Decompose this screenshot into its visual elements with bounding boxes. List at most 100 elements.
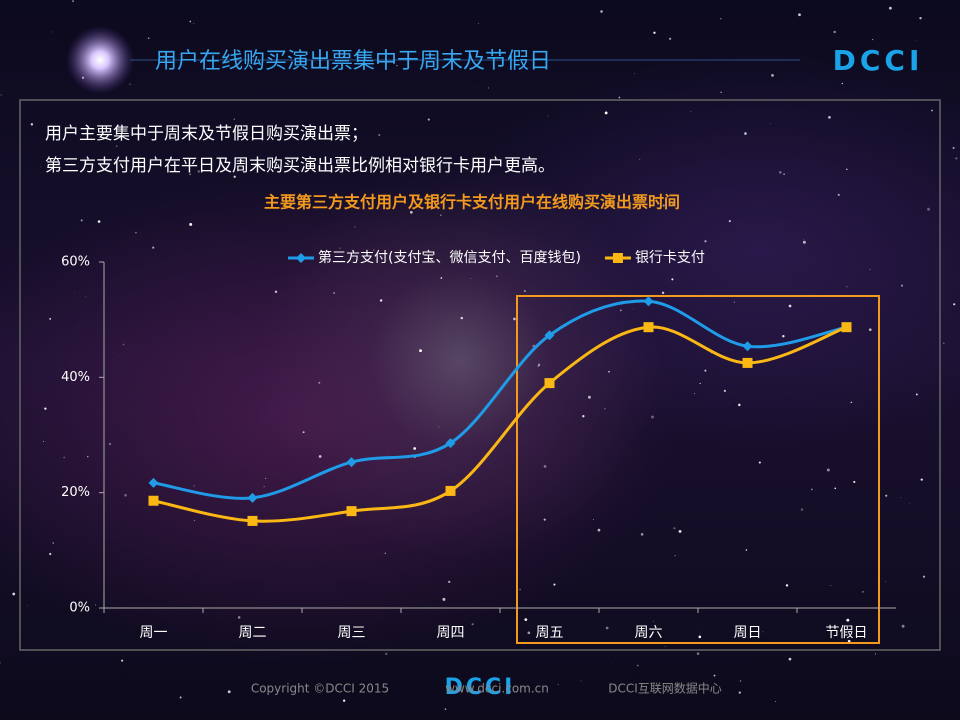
star xyxy=(190,21,192,23)
star xyxy=(798,13,801,16)
star xyxy=(49,553,51,555)
x-tick-label: 周四 xyxy=(437,625,465,641)
star xyxy=(639,159,640,160)
star xyxy=(513,318,516,321)
star xyxy=(679,530,682,533)
star xyxy=(720,92,721,93)
x-tick-label: 节假日 xyxy=(826,625,868,641)
star xyxy=(12,593,15,596)
star xyxy=(714,675,716,677)
star xyxy=(544,465,547,468)
star xyxy=(633,309,634,310)
star xyxy=(228,690,231,693)
star xyxy=(385,653,387,655)
star xyxy=(801,508,803,510)
star xyxy=(43,441,44,442)
star xyxy=(846,286,847,287)
star xyxy=(909,503,910,504)
star xyxy=(704,240,706,242)
star xyxy=(699,636,702,639)
star xyxy=(461,317,463,319)
star xyxy=(653,32,655,34)
star xyxy=(544,519,546,521)
star xyxy=(828,116,831,119)
star xyxy=(637,665,639,667)
star xyxy=(478,23,479,24)
point xyxy=(149,478,159,488)
legend-label: 第三方支付(支付宝、微信支付、百度钱包) xyxy=(318,249,581,266)
star xyxy=(700,632,701,633)
star xyxy=(691,111,692,112)
star xyxy=(193,23,194,24)
star xyxy=(729,220,731,222)
star xyxy=(44,407,46,409)
star xyxy=(72,0,74,2)
point xyxy=(248,516,258,526)
star xyxy=(619,97,621,99)
star xyxy=(734,302,735,303)
star xyxy=(853,481,855,483)
star xyxy=(779,171,782,174)
star xyxy=(811,488,813,490)
star xyxy=(116,145,118,147)
star xyxy=(763,631,764,632)
star xyxy=(869,269,870,270)
star xyxy=(194,485,195,486)
star xyxy=(838,194,840,196)
star xyxy=(921,478,923,480)
star xyxy=(931,110,933,112)
star xyxy=(869,328,872,331)
star xyxy=(651,416,654,419)
note: 第三方支付用户在平日及周末购买演出票比例相对银行卡用户更高。 xyxy=(45,156,555,176)
star xyxy=(738,404,740,406)
star xyxy=(580,680,581,681)
star xyxy=(265,478,266,479)
point xyxy=(743,358,753,368)
note: 用户主要集中于周末及节假日购买演出票； xyxy=(45,124,368,144)
star xyxy=(31,123,33,125)
star xyxy=(428,119,430,121)
slide-title: 用户在线购买演出票集中于周末及节假日 xyxy=(155,49,551,74)
star xyxy=(900,497,901,498)
star xyxy=(109,443,111,445)
star xyxy=(413,447,416,450)
star xyxy=(653,621,654,622)
star xyxy=(943,343,944,344)
star xyxy=(694,393,695,394)
y-tick-label: 60% xyxy=(61,255,90,270)
series-line xyxy=(154,327,847,521)
x-tick-label: 周日 xyxy=(734,625,762,641)
star xyxy=(902,625,905,628)
star xyxy=(319,455,322,458)
star xyxy=(923,576,925,578)
star xyxy=(52,32,53,33)
star xyxy=(803,241,806,244)
star xyxy=(600,10,603,13)
star xyxy=(496,275,498,277)
x-tick-label: 周五 xyxy=(536,625,564,641)
star xyxy=(40,166,41,167)
star xyxy=(782,335,784,337)
star xyxy=(827,469,830,472)
legend-marker xyxy=(613,253,623,263)
x-tick-label: 周六 xyxy=(635,625,663,641)
star xyxy=(746,549,748,551)
org: DCCI互联网数据中心 xyxy=(608,681,722,696)
star xyxy=(675,555,676,556)
x-tick-label: 周一 xyxy=(140,625,168,641)
star xyxy=(885,581,886,582)
star xyxy=(74,292,75,293)
star xyxy=(148,37,150,39)
star xyxy=(704,370,706,372)
star xyxy=(786,584,788,586)
star xyxy=(739,692,741,694)
star xyxy=(759,461,761,463)
point xyxy=(149,496,159,506)
star xyxy=(124,494,127,497)
legend-marker xyxy=(296,253,306,263)
star xyxy=(927,208,930,211)
star xyxy=(665,646,666,647)
star xyxy=(620,310,622,312)
stars xyxy=(0,0,957,710)
star xyxy=(872,39,873,40)
